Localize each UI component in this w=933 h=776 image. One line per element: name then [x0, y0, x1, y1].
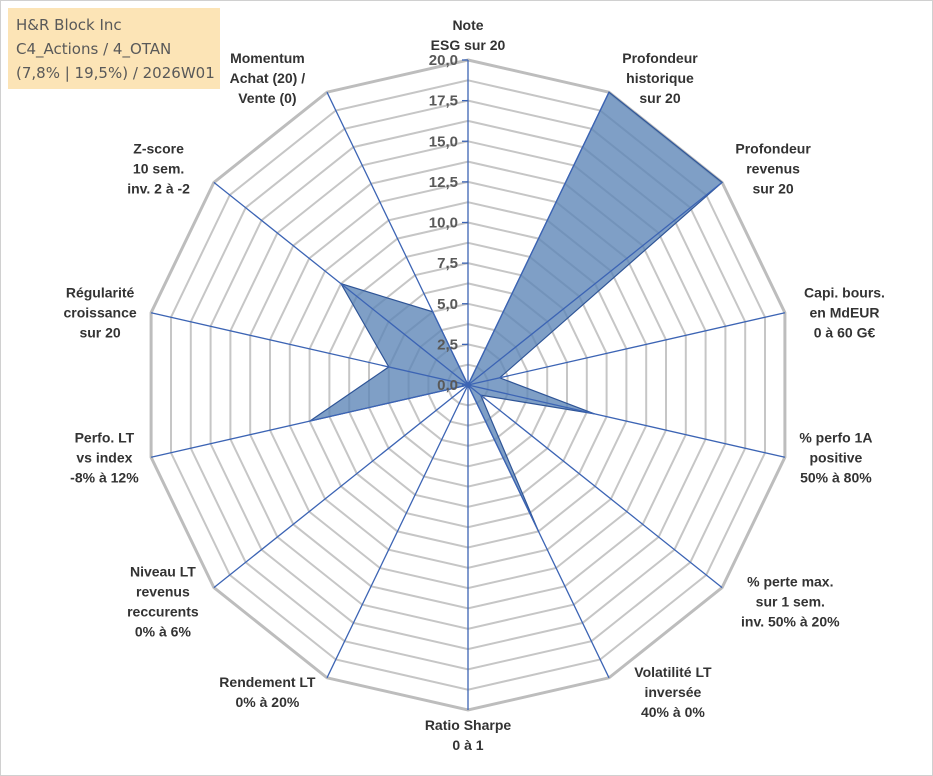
tick-label: 0,0 — [437, 377, 458, 394]
category-label: Momentum Achat (20) / Vente (0) — [230, 50, 306, 106]
axis-spoke — [467, 384, 786, 458]
axis-spoke — [467, 312, 786, 386]
category-label: Rendement LT 0% à 20% — [219, 674, 316, 710]
axis-spoke — [467, 181, 723, 386]
category-label: Capi. bours. en MdEUR 0 à 60 G€ — [804, 285, 885, 341]
info-period: (7,8% | 19,5%) / 2026W01 — [16, 64, 215, 82]
category-label: % perte max. sur 1 sem. inv. 50% à 20% — [741, 574, 840, 630]
category-label-layer: Note ESG sur 20 Profondeur historique sur 20… — [64, 17, 885, 753]
category-label: Profondeur historique sur 20 — [622, 50, 698, 106]
tick-label: 12,5 — [429, 174, 458, 191]
axis-spoke — [213, 384, 469, 589]
axis-spoke — [326, 91, 469, 386]
axis-spoke — [467, 384, 723, 589]
series-area — [309, 91, 724, 532]
spoke-layer — [150, 59, 786, 710]
tick-label: 10,0 — [429, 215, 458, 232]
tick-label: 17,5 — [429, 93, 458, 110]
category-label: Note ESG sur 20 — [431, 17, 506, 53]
axis-spoke — [150, 384, 469, 458]
category-label: Perfo. LT vs index -8% à 12% — [70, 429, 139, 485]
axis-spoke — [467, 384, 610, 679]
tick-label: 5,0 — [437, 296, 458, 313]
axis-spoke — [326, 384, 469, 679]
tick-label: 15,0 — [429, 133, 458, 150]
info-category: C4_Actions / 4_OTAN — [16, 40, 172, 58]
category-label: Régularité croissance sur 20 — [64, 285, 137, 341]
category-label: Z-score 10 sem. inv. 2 à -2 — [127, 140, 190, 196]
axis-spoke — [150, 312, 469, 386]
category-label: Niveau LT revenus reccurents 0% à 6% — [127, 564, 199, 640]
tick-label-layer: 0,0 2,5 5,0 7,5 10,0 12,5 15,0 17,5 20,0 — [429, 52, 458, 394]
category-label: Profondeur revenus sur 20 — [735, 140, 811, 196]
tick-label: 20,0 — [429, 52, 458, 69]
axis-spoke — [467, 91, 610, 386]
tick-label: 7,5 — [437, 255, 458, 272]
category-label: Volatilité LT inversée 40% à 0% — [634, 664, 712, 720]
category-label: Ratio Sharpe 0 à 1 — [425, 717, 512, 753]
axis-spoke — [213, 181, 469, 386]
info-box: H&R Block Inc C4_Actions / 4_OTAN (7,8% … — [8, 8, 220, 89]
tick-label: 2,5 — [437, 336, 458, 353]
series-layer — [309, 91, 724, 532]
info-title: H&R Block Inc — [16, 16, 122, 34]
category-label: % perfo 1A positive 50% à 80% — [799, 429, 872, 485]
